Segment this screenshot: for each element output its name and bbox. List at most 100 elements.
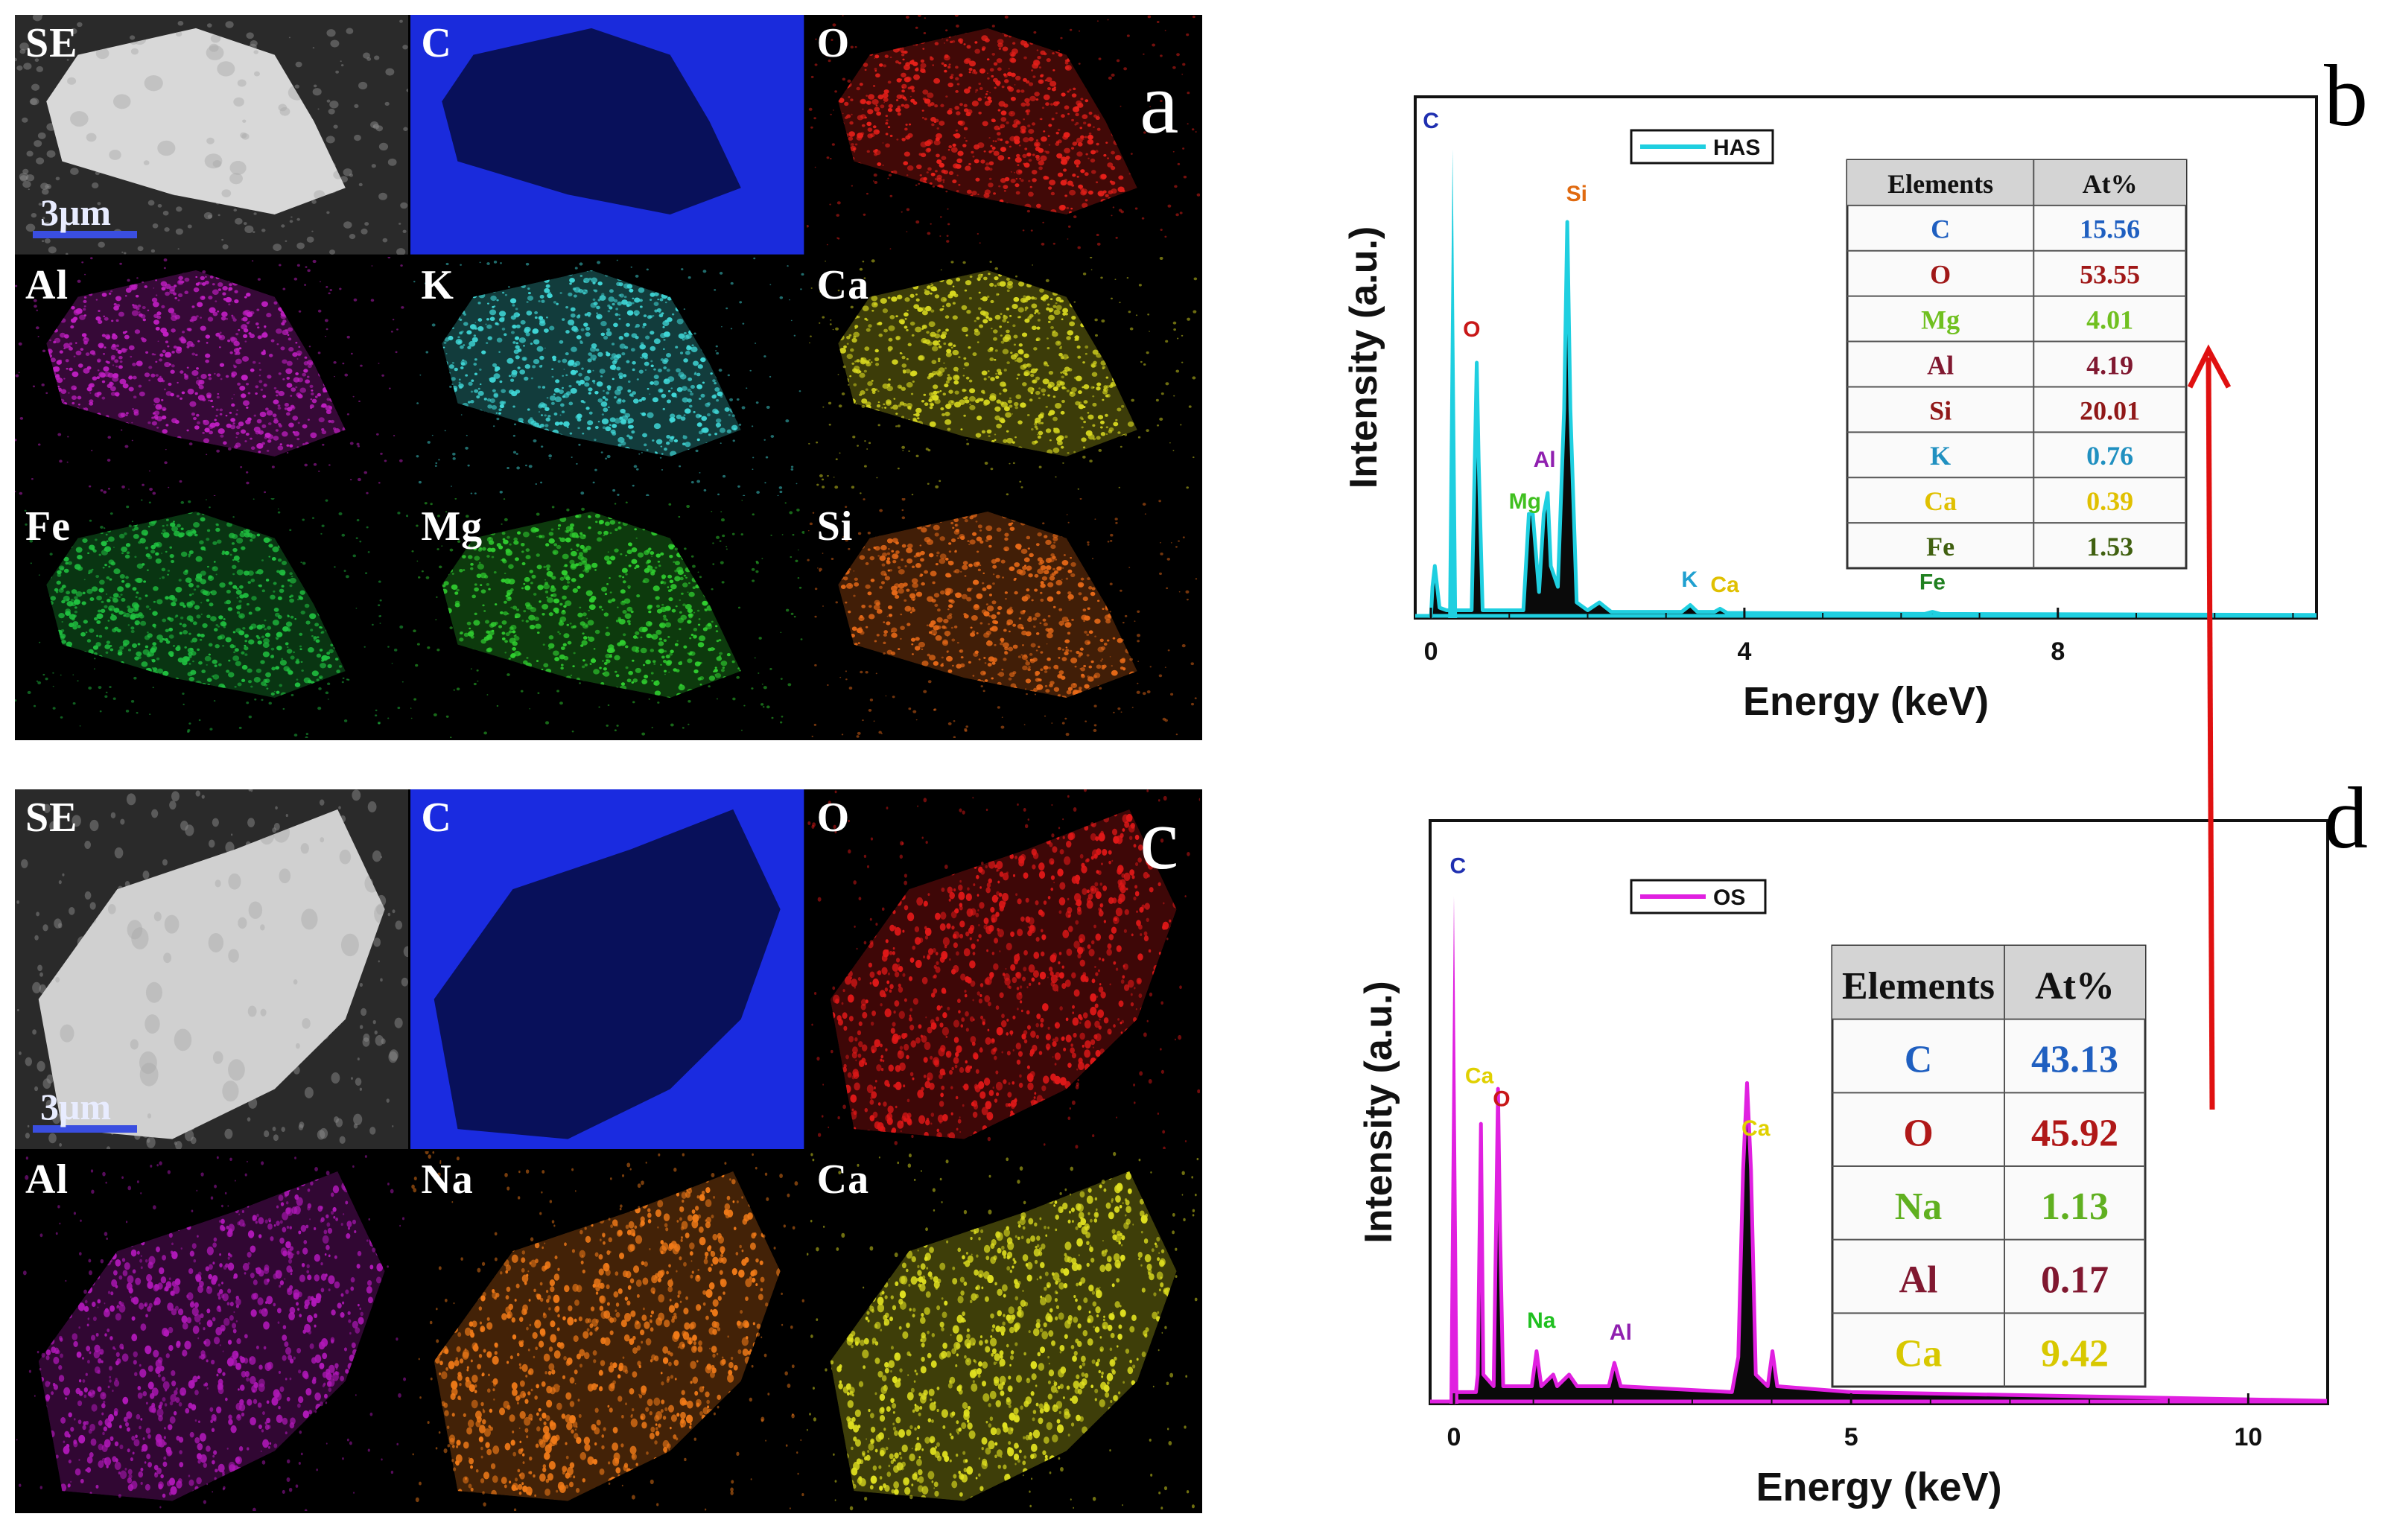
map-image xyxy=(15,1151,409,1511)
panel-d-eds-chart: 0 5 10 Energy (keV) Intensity (a.u.) C Ca O Ca Na… xyxy=(1311,812,2369,1534)
panel-b-eds-chart: 0 4 8 Energy (keV) Intensity (a.u.) C O Si Al Mg K… xyxy=(1296,45,2369,774)
map-tile-label: Mg xyxy=(421,503,483,550)
table-cell-value: 9.42 xyxy=(2041,1332,2109,1375)
table-cell-value: 1.13 xyxy=(2041,1186,2109,1228)
map-image xyxy=(806,789,1200,1149)
peak-label: O xyxy=(1463,317,1480,342)
peak-label: C xyxy=(1449,853,1466,878)
panel-c-element-maps: SE 3μm C O Al Na Ca xyxy=(15,789,1202,1513)
table-cell-element: O xyxy=(1903,1112,1933,1154)
map-tile-al: Al xyxy=(15,1151,409,1511)
panel-a-letter: a xyxy=(1140,54,1179,152)
map-image xyxy=(15,498,409,738)
x-tick-label: 8 xyxy=(2051,637,2065,666)
table-cell-value: 20.01 xyxy=(2080,395,2140,425)
map-tile-label: SE xyxy=(25,795,78,841)
y-axis-label: Intensity (a.u.) xyxy=(1342,226,1385,489)
x-axis-label: Energy (keV) xyxy=(1743,679,1989,724)
map-tile-ca: Ca xyxy=(806,1151,1200,1511)
x-tick-label: 4 xyxy=(1737,637,1751,666)
table-cell-element: Ca xyxy=(1924,486,1957,516)
peak-label: Si xyxy=(1566,182,1587,206)
panel-b-letter: b xyxy=(2324,47,2368,144)
map-tile-c: C xyxy=(410,789,804,1149)
peak-label: Mg xyxy=(1509,489,1541,514)
scale-bar-label: 3μm xyxy=(40,1086,111,1127)
map-image xyxy=(806,256,1200,497)
x-tick-label: 5 xyxy=(1844,1423,1858,1451)
map-tile-k: K xyxy=(410,256,804,497)
map-tile-label: K xyxy=(421,261,454,308)
map-tile-se: SE 3μm xyxy=(15,15,409,255)
peak-label: O xyxy=(1493,1087,1510,1112)
map-tile-o: O xyxy=(806,789,1200,1149)
map-tile-label: Al xyxy=(25,1156,69,1203)
table-cell-value: 0.39 xyxy=(2086,486,2133,516)
table-cell-value: 4.01 xyxy=(2086,305,2133,335)
map-tile-label: O xyxy=(816,20,851,66)
x-tick-label: 0 xyxy=(1447,1423,1461,1451)
table-cell-value: 45.92 xyxy=(2031,1112,2118,1154)
map-image xyxy=(806,498,1200,738)
scale-bar-line xyxy=(33,230,137,238)
map-tile-label: C xyxy=(421,795,452,841)
table-cell-value: 43.13 xyxy=(2031,1039,2118,1081)
scale-bar-line xyxy=(33,1125,137,1133)
map-tile-fe: Fe xyxy=(15,498,409,738)
map-tile-label: Si xyxy=(816,503,854,550)
map-image xyxy=(410,256,804,497)
table-cell-value: 4.19 xyxy=(2086,350,2133,380)
table-cell-element: Fe xyxy=(1926,532,1954,561)
peak-label: Al xyxy=(1534,448,1556,472)
peak-label: Al xyxy=(1610,1320,1632,1345)
map-tile-label: Ca xyxy=(816,261,870,308)
peak-label: Ca xyxy=(1465,1063,1494,1088)
table-header: At% xyxy=(2035,965,2115,1008)
map-tile-si: Si xyxy=(806,498,1200,738)
map-tile-label: Ca xyxy=(816,1156,870,1203)
x-tick-label: 10 xyxy=(2234,1423,2262,1451)
table-header-bg xyxy=(1847,160,2186,206)
map-image xyxy=(410,498,804,738)
peak-label: Na xyxy=(1527,1308,1556,1333)
table-cell-element: Mg xyxy=(1921,305,1960,335)
table-cell-element: C xyxy=(1931,214,1950,244)
map-tile-al: Al xyxy=(15,256,409,497)
table-cell-element: O xyxy=(1930,260,1951,290)
map-tile-o: O xyxy=(806,15,1200,255)
x-tick-label: 0 xyxy=(1424,637,1438,666)
table-cell-value: 1.53 xyxy=(2086,532,2133,561)
table-header: At% xyxy=(2083,169,2138,199)
map-image xyxy=(15,256,409,497)
peak-label: Fe xyxy=(1919,570,1946,595)
spectrum-line xyxy=(1452,1081,2328,1404)
peak-label: Ca xyxy=(1710,573,1739,597)
map-tile-label: O xyxy=(816,795,851,841)
map-tile-label: C xyxy=(421,20,452,66)
scale-bar-label: 3μm xyxy=(40,191,111,233)
y-axis-label: Intensity (a.u.) xyxy=(1357,981,1400,1243)
table-cell-value: 0.17 xyxy=(2041,1259,2109,1302)
map-tile-na: Na xyxy=(410,1151,804,1511)
map-tile-label: Na xyxy=(421,1156,474,1203)
table-cell-element: K xyxy=(1930,441,1951,471)
spectrum-line xyxy=(1429,220,2317,619)
composition-table xyxy=(1846,159,2188,570)
legend-label: HAS xyxy=(1713,136,1760,160)
table-cell-value: 0.76 xyxy=(2086,441,2133,471)
panel-d-letter: d xyxy=(2324,769,2368,867)
map-image xyxy=(410,15,804,255)
table-header-bg xyxy=(1832,946,2145,1019)
x-axis-label: Energy (keV) xyxy=(1756,1465,2001,1509)
table-cell-value: 53.55 xyxy=(2080,260,2140,290)
table-cell-element: C xyxy=(1905,1039,1933,1081)
panel-a-element-maps: SE 3μm C O Al K Ca Fe Mg Si xyxy=(15,15,1202,740)
map-image xyxy=(15,15,409,255)
table-cell-element: Ca xyxy=(1895,1332,1943,1375)
map-tile-label: Al xyxy=(25,261,69,308)
map-image xyxy=(806,1151,1200,1511)
panel-c-letter: c xyxy=(1140,790,1179,888)
table-cell-value: 15.56 xyxy=(2080,214,2140,244)
